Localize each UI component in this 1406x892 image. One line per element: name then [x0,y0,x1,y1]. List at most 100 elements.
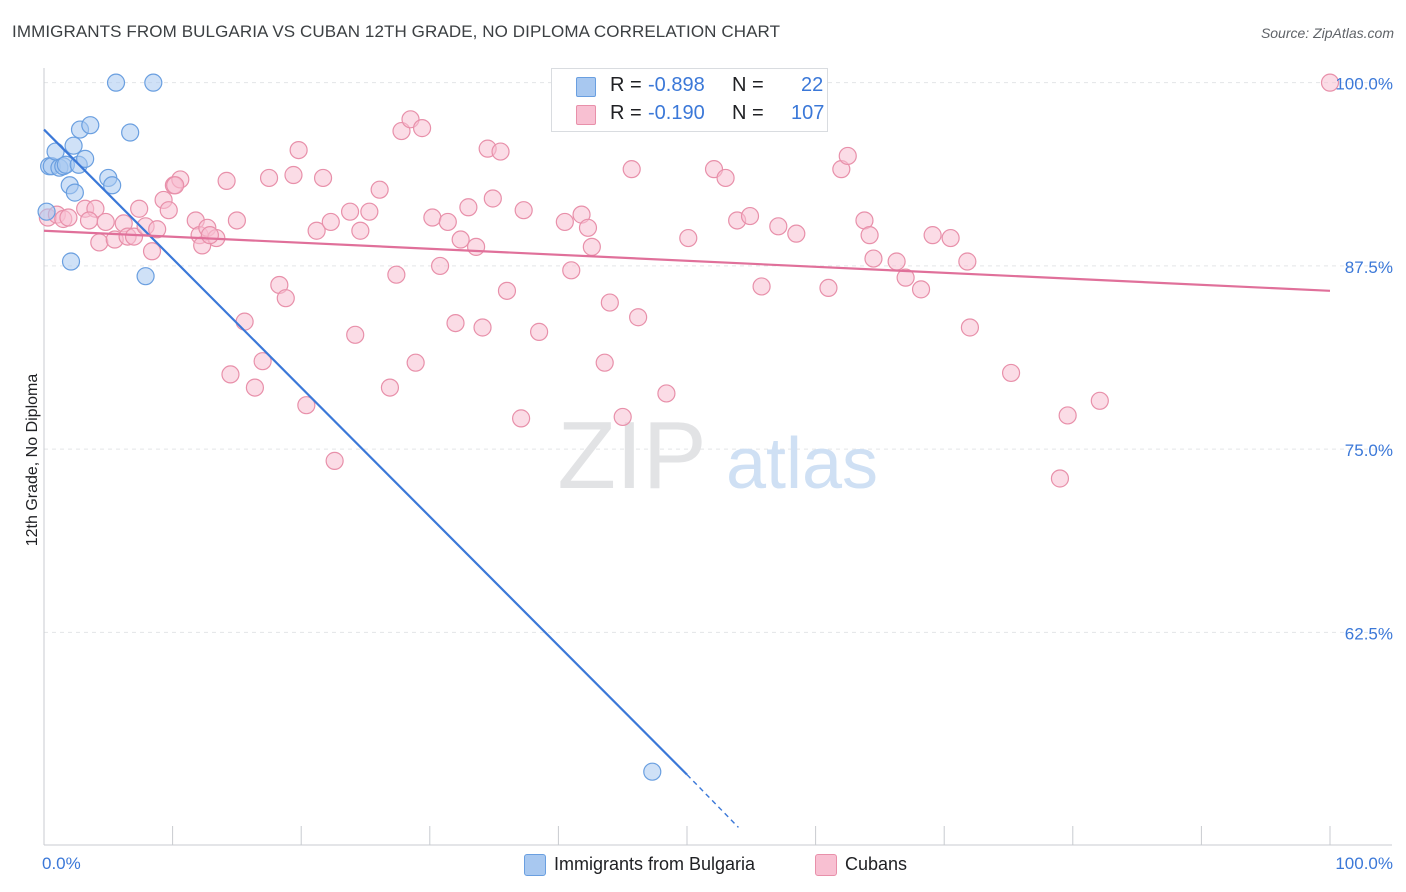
stats-legend: R = -0.898 N = 22 R = -0.190 N = 107 [551,68,828,132]
cubans-point [406,353,425,372]
cubans-point [438,212,457,232]
legend-r-label: R = [610,102,642,124]
cubans-point [360,202,379,221]
source-label: Source: ZipAtlas.com [1260,25,1394,41]
cubans-point [530,322,549,341]
cubans-point [911,280,931,299]
cubans-point [864,249,883,268]
cubans-point [657,384,676,403]
cubans-point [1058,406,1077,425]
y-tick-label: 100.0% [1335,75,1393,94]
cubans-point [941,228,960,248]
cubans-point [787,224,806,243]
legend-n-value: 22 [801,74,824,96]
cubans-point [562,261,581,280]
bulgaria-point [65,183,84,202]
cubans-point [582,237,601,256]
cubans-point [769,217,788,236]
x-tick-label: 0.0% [42,854,81,873]
bottom-legend-swatch-bulgaria [524,854,546,876]
cubans-point [466,237,486,256]
cubans-point [1320,73,1340,92]
chart-title: IMMIGRANTS FROM BULGARIA VS CUBAN 12TH G… [12,22,781,41]
cubans-point [253,352,272,371]
cubans-point [491,142,510,161]
cubans-point [860,226,879,245]
legend-n-label: N = [732,102,764,124]
cubans-point [1050,469,1070,488]
cubans-point [148,220,167,239]
cubans-point [130,199,149,218]
bottom-legend-swatch-cubans [815,854,837,876]
cubans-point [217,171,236,190]
cubans-point [1001,363,1021,383]
cubans-point [740,206,760,226]
cubans-point [297,396,316,415]
cubans-point [200,226,219,245]
cubans-point [142,242,162,261]
bulgaria-point [64,136,83,155]
cubans-point [412,119,432,138]
cubans-point [451,230,470,249]
cubans-point [340,202,360,221]
cubans-point [887,252,906,271]
cubans-point [370,180,389,199]
cubans-point [380,378,400,397]
bulgaria-points [37,73,662,781]
cubans-point [346,325,365,344]
cubans-point [166,176,185,195]
cubans-point [313,168,333,188]
bottom-legend-label-bulgaria: Immigrants from Bulgaria [554,854,756,874]
cubans-point [235,312,254,331]
cubans-point [896,268,915,287]
legend-swatch-cubans [576,105,596,125]
cubans-point [289,140,308,160]
cubans-point [629,308,648,327]
cubans-point [446,313,465,333]
cubans-point [221,365,240,384]
bulgaria-point [136,267,155,286]
cubans-point [459,198,478,217]
bulgaria-point [103,176,122,195]
cubans-point [679,228,698,248]
watermark: ZIP atlas [557,402,878,509]
cubans-point [387,265,406,284]
bulgaria-trend-extension [686,774,739,828]
cubans-point [430,256,450,276]
y-tick-label: 87.5% [1345,258,1393,277]
watermark-zip: ZIP [557,402,706,509]
cubans-point [351,221,370,240]
cubans-point [819,278,838,298]
cubans-point [514,201,533,220]
cubans-point [595,353,614,372]
watermark-atlas: atlas [726,424,878,504]
bulgaria-point [106,73,126,92]
cubans-point [423,208,442,227]
cubans-point [325,451,344,470]
cubans-point [96,212,115,232]
axes [43,68,1392,846]
cubans-point [245,378,265,397]
legend-n-label: N = [732,74,764,96]
bulgaria-point [81,116,100,135]
legend-r-value: -0.190 [648,102,705,124]
cubans-point [227,211,246,230]
cubans-point [90,233,109,252]
cubans-point [259,168,279,188]
cubans-point [124,227,144,246]
cubans-point [960,318,980,337]
cubans-point [276,289,295,308]
cubans-point [752,277,771,296]
y-tick-label: 62.5% [1345,624,1393,643]
cubans-point [59,208,78,227]
legend-n-value: 107 [791,102,825,124]
cubans-point [555,212,574,232]
bulgaria-point [643,762,662,781]
legend-r-label: R = [610,74,642,96]
cubans-point [578,218,598,237]
bulgaria-point [37,202,56,221]
bottom-legend-label-cubans: Cubans [845,854,908,874]
bulgaria-point [121,123,140,142]
cubans-point [600,293,619,312]
